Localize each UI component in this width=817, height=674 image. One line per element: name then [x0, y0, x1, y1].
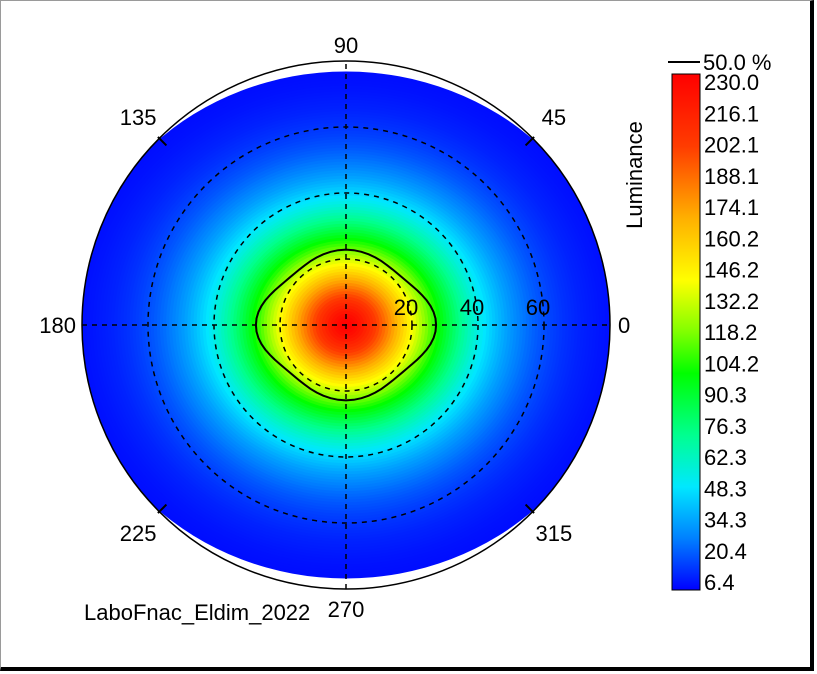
radial-label: 40	[460, 295, 484, 320]
angle-label: 0	[618, 313, 630, 338]
colorbar-tick-label: 34.3	[704, 508, 747, 533]
angle-tick	[157, 136, 168, 147]
angle-label: 315	[536, 521, 573, 546]
radial-label: 20	[394, 295, 418, 320]
luminance-heatmap	[82, 71, 610, 579]
colorbar-tick-label: 202.1	[704, 133, 759, 158]
colorbar-tick-label: 48.3	[704, 476, 747, 501]
colorbar-tick-label: 174.1	[704, 195, 759, 220]
colorbar-tick-label: 6.4	[704, 570, 735, 595]
angle-tick	[157, 503, 168, 514]
angle-label: 225	[120, 521, 157, 546]
colorbar-tick-label: 216.1	[704, 101, 759, 126]
angle-label: 135	[120, 105, 157, 130]
colorbar-tick-label: 62.3	[704, 445, 747, 470]
colorbar-title: Luminance	[622, 121, 647, 229]
colorbar-tick-label: 118.2	[704, 320, 757, 345]
colorbar-tick-label: 104.2	[704, 351, 759, 376]
colorbar-tick-label: 160.2	[704, 226, 759, 251]
radial-label: 60	[526, 295, 550, 320]
colorbar-tick-label: 188.1	[704, 164, 759, 189]
angle-tick-marks	[157, 136, 535, 514]
angle-grid-lines	[82, 61, 610, 589]
radial-labels: 20 40 60	[394, 295, 550, 320]
colorbar-tick-label: 132.2	[704, 289, 759, 314]
angle-label: 270	[328, 597, 365, 622]
angle-tick	[524, 503, 535, 514]
contour-50-percent	[254, 248, 438, 402]
colorbar-tick-labels: 230.0 216.1 202.1 188.1 174.1 160.2 146.2 132.2…	[704, 70, 759, 595]
colorbar: 230.0 216.1 202.1 188.1 174.1 160.2 146.2 132.2…	[622, 50, 772, 595]
angle-label: 45	[542, 105, 566, 130]
angle-tick	[524, 136, 535, 147]
colorbar-tick-label: 76.3	[704, 414, 747, 439]
colorbar-gradient	[671, 73, 701, 591]
footer-text: LaboFnac_Eldim_2022	[84, 600, 310, 625]
contour-legend-label: 50.0 %	[703, 50, 772, 75]
colorbar-tick-label: 230.0	[704, 70, 759, 95]
colorbar-tick-label: 20.4	[704, 539, 747, 564]
colorbar-tick-label: 146.2	[704, 258, 759, 283]
angle-label: 90	[334, 33, 358, 58]
colorbar-tick-label: 90.3	[704, 383, 747, 408]
angle-label: 180	[39, 313, 76, 338]
angle-labels: 0 45 90 135 180 225 270 315	[39, 33, 630, 622]
